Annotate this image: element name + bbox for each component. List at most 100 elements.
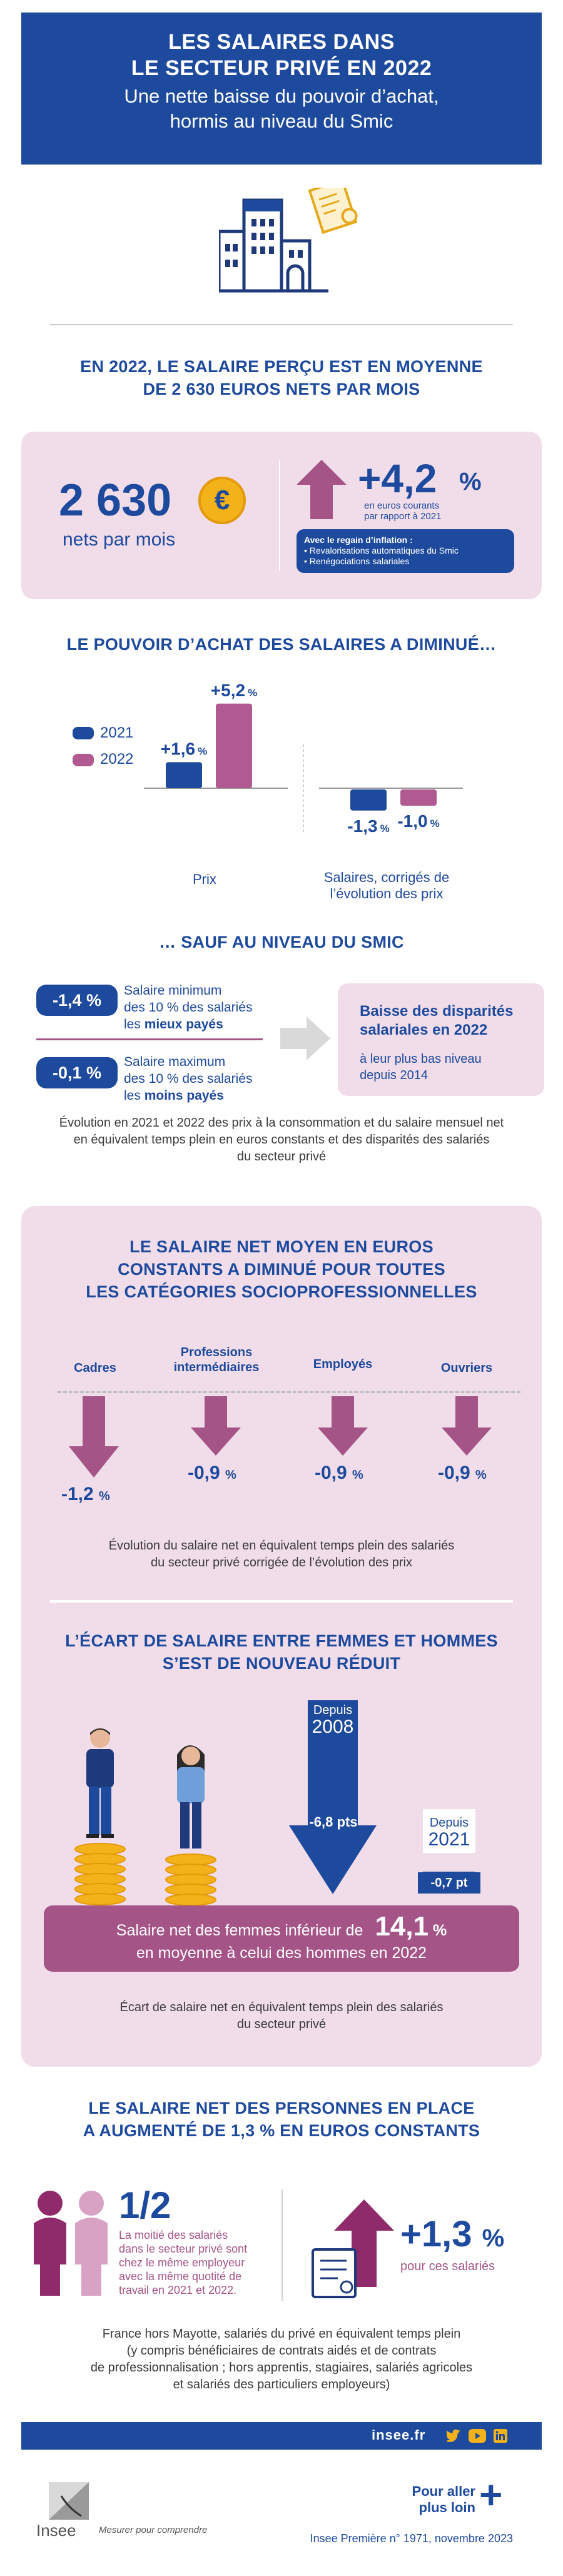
cat-label-professions: Professions intermédiaires: [160, 1345, 273, 1375]
vertical-divider: [282, 2189, 283, 2301]
inflation-box-title: Avec le regain d’inflation :: [304, 535, 413, 545]
section5-note-2: du secteur privé: [236, 2017, 327, 2031]
more-line-1: Pour aller: [412, 2483, 475, 2499]
bar-2022-salaires: [400, 789, 437, 806]
inflation-item: • Renégociations salariales: [304, 556, 410, 566]
section3-note-2: en équivalent temps plein en euros const…: [73, 1133, 490, 1147]
bar-2022-prix: [216, 703, 252, 788]
section5-note: Écart de salaire net en équivalent temps…: [21, 1999, 542, 2033]
white-divider: [50, 1600, 513, 1603]
cat-label-cadres: Cadres: [74, 1361, 116, 1375]
publication-reference: Insee Première n° 1971, novembre 2023: [310, 2532, 513, 2545]
bar-value-label: +5,2%: [211, 682, 257, 700]
cat-value-ouvriers-pct: %: [475, 1468, 487, 1482]
growth-pct: %: [459, 468, 482, 495]
salary-value: 2 630: [59, 475, 172, 525]
half-text-5: travail en 2021 et 2022.: [119, 2284, 237, 2296]
disparity-text: à leur plus bas niveau depuis 2014: [360, 1051, 482, 1083]
baseline: [58, 1391, 520, 1393]
half-text: La moitié des salariés dans le secteur p…: [119, 2228, 247, 2297]
subtitle-line-2: hormis au niveau du Smic: [170, 110, 393, 132]
section5-title-1: L’ÉCART DE SALAIRE ENTRE FEMMES ET HOMME…: [65, 1631, 498, 1650]
woman-on-coins-icon: [165, 1745, 216, 1906]
insee-logo-icon: [49, 2482, 89, 2520]
half-text-1: La moitié des salariés: [119, 2229, 228, 2241]
section3-note: Évolution en 2021 et 2022 des prix à la …: [0, 1115, 563, 1165]
section3-note-1: Évolution en 2021 et 2022 des prix à la …: [59, 1116, 504, 1130]
decile-bottom-text-3-bold: moins payés: [144, 1088, 224, 1103]
stayers-growth: +1,3 %: [400, 2214, 504, 2258]
plus-icon[interactable]: +: [479, 2472, 503, 2517]
section4-note-2: du secteur privé corrigée de l’évolution…: [151, 1556, 412, 1569]
cat-value-cadres-num: -1,2: [61, 1484, 94, 1504]
disparity-text-1: à leur plus bas niveau: [360, 1052, 482, 1066]
bar-2021-prix: [166, 762, 202, 788]
section3-note-3: du secteur privé: [236, 1150, 327, 1164]
decile-top-value: -1,4 %: [36, 985, 118, 1016]
salary-box: 2 630 € nets par mois +4,2 % en euros co…: [21, 432, 542, 599]
insee-tagline: Mesurer pour comprendre: [99, 2525, 208, 2535]
linkedin-icon[interactable]: [494, 2429, 507, 2443]
since-2021-year: 2021: [428, 1829, 470, 1850]
legend-swatch-2021: [73, 727, 94, 739]
cat-label-ouvriers: Ouvriers: [440, 1361, 493, 1375]
inflation-item: • Revalorisations automatiques du Smic: [304, 545, 459, 555]
cat-label-professions-2: intermédiaires: [173, 1361, 260, 1374]
growth-note-2: par rapport à 2021: [364, 511, 442, 522]
section6-title-1: LE SALAIRE NET DES PERSONNES EN PLACE: [88, 2099, 475, 2117]
section5-title-2: S’EST DE NOUVEAU RÉDUIT: [162, 1654, 401, 1673]
row-divider: [36, 1038, 263, 1040]
since-2021-label: Depuis: [429, 1816, 469, 1830]
legend-label-2022: 2022: [100, 751, 134, 768]
half-text-4: avec la même quotité de: [119, 2270, 242, 2283]
insee-logo-text: Insee: [36, 2521, 76, 2540]
stayers-note: pour ces salariés: [400, 2259, 495, 2273]
section3-title: … SAUF AU NIVEAU DU SMIC: [159, 933, 404, 951]
since-2008-label: Depuis: [313, 1703, 353, 1717]
disparity-title-2: salariales en 2022: [360, 1022, 488, 1038]
twitter-icon[interactable]: [447, 2429, 462, 2443]
banner-value: 14,1: [375, 1911, 429, 1942]
youtube-icon[interactable]: [469, 2429, 486, 2443]
stayers-growth-value: +1,3: [400, 2214, 472, 2254]
subtitle-line-1: Une nette baisse du pouvoir d’achat,: [124, 85, 439, 107]
cat-value-professions: -0,9 %: [188, 1463, 236, 1484]
disparity-title: Baisse des disparités salariales en 2022: [360, 1002, 513, 1040]
site-link[interactable]: insee.fr: [372, 2427, 426, 2443]
growth-value: +4,2: [358, 456, 437, 501]
decile-top-text-1: Salaire minimum: [124, 983, 222, 998]
purchasing-power-chart: +1,6 % -1,3 % +5,2 % -1,0%: [144, 682, 463, 836]
half-value: 1/2: [119, 2184, 171, 2226]
header-banner: LES SALAIRES DANS LE SECTEUR PRIVÉ EN 20…: [21, 13, 542, 165]
section4-title-1: LE SALAIRE NET MOYEN EN EUROS: [129, 1237, 434, 1256]
growth-note-1: en euros courants: [364, 500, 440, 511]
down-arrow-2008-icon: [289, 1700, 377, 1894]
section5-note-1: Écart de salaire net en équivalent temps…: [119, 2000, 444, 2014]
down-arrow-icon: [69, 1396, 119, 1478]
right-arrow-icon: [280, 1017, 330, 1060]
banner-line-1: Salaire net des femmes inférieur de 14,1…: [44, 1911, 519, 1943]
decile-bottom-text-1: Salaire maximum: [124, 1055, 226, 1069]
decile-bottom-value: -0,1 %: [36, 1057, 118, 1088]
since-2021-value: -0,7 pt: [418, 1872, 480, 1894]
section2-title: LE POUVOIR D’ACHAT DES SALAIRES A DIMINU…: [66, 635, 497, 654]
bar-value-label: -1,3%: [347, 816, 389, 836]
category-label-salaires-2: l’évolution des prix: [330, 886, 444, 901]
scope-note-4: et salariés des particuliers employeurs): [173, 2378, 390, 2391]
salary-unit: nets par mois: [63, 529, 176, 550]
down-arrow-icon: [318, 1396, 368, 1456]
legend-swatch-2022: [73, 754, 94, 766]
bar-value-label: -1,0%: [397, 811, 439, 831]
cat-value-employes-num: -0,9: [315, 1463, 347, 1483]
more-info[interactable]: Pour aller plus loin: [407, 2483, 475, 2516]
scope-note-1: France hors Mayotte, salariés du privé e…: [102, 2327, 461, 2341]
decile-bottom-text-3-pre: les: [124, 1088, 145, 1103]
cat-value-professions-num: -0,9: [188, 1463, 220, 1483]
half-text-2: dans le secteur privé sont: [119, 2243, 248, 2255]
up-arrow-icon: [297, 460, 347, 519]
decile-top-text: Salaire minimum des 10 % des salariés le…: [124, 982, 252, 1033]
contract-up-arrow-icon: [312, 2199, 394, 2298]
scope-note-3: de professionnalisation ; hors apprentis…: [90, 2361, 473, 2375]
half-text-3: chez le même employeur: [119, 2256, 245, 2269]
